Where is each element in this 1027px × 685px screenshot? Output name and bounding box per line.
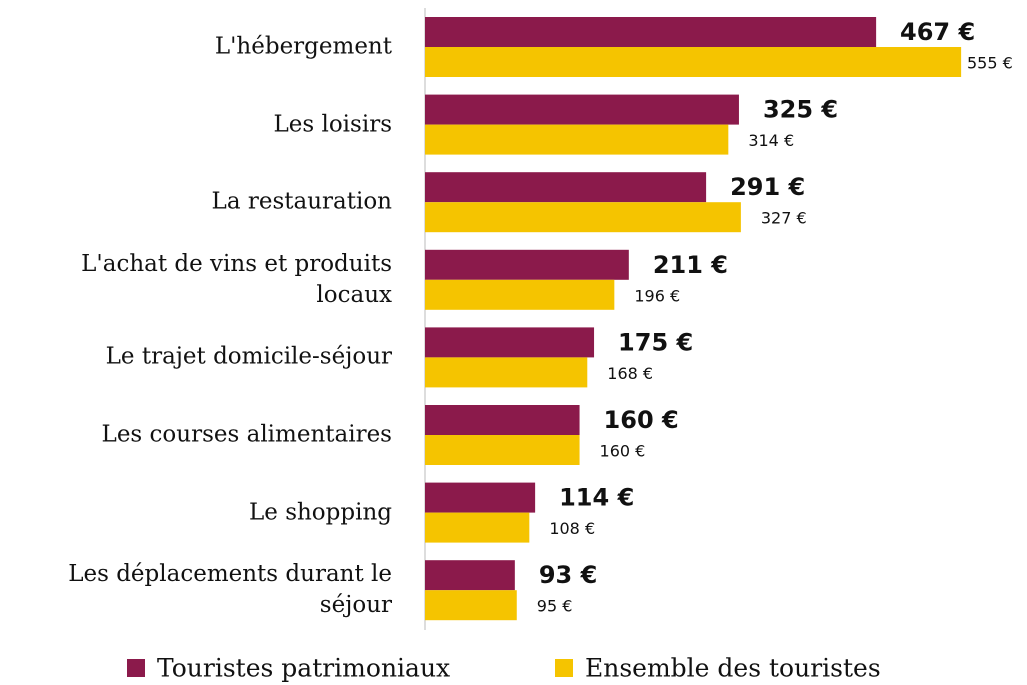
value-label: 196 € bbox=[634, 286, 680, 305]
legend-label: Touristes patrimoniaux bbox=[157, 653, 451, 683]
bar bbox=[425, 482, 536, 513]
category-label: Le trajet domicile-séjour bbox=[105, 343, 392, 370]
legend-label: Ensemble des touristes bbox=[585, 653, 881, 683]
value-label: 325 € bbox=[763, 96, 838, 124]
value-label: 95 € bbox=[537, 597, 573, 616]
value-label: 160 € bbox=[600, 442, 646, 461]
value-label: 93 € bbox=[539, 561, 597, 589]
bar bbox=[425, 94, 739, 125]
bar bbox=[425, 405, 580, 435]
bar bbox=[425, 279, 615, 310]
bar bbox=[425, 357, 588, 388]
value-label: 467 € bbox=[900, 18, 975, 46]
bar bbox=[425, 202, 741, 233]
bar bbox=[425, 249, 629, 280]
value-label: 211 € bbox=[653, 251, 728, 279]
category-label: La restauration bbox=[211, 188, 392, 215]
bar bbox=[425, 435, 580, 465]
value-label: 108 € bbox=[549, 519, 595, 538]
category-label: Le shopping bbox=[249, 499, 392, 526]
bar bbox=[425, 124, 729, 155]
value-label: 175 € bbox=[618, 328, 693, 356]
category-label: Les courses alimentaires bbox=[101, 421, 392, 448]
category-label: L'achat de vins et produits locaux bbox=[81, 250, 392, 308]
value-label: 168 € bbox=[607, 364, 653, 383]
value-label: 314 € bbox=[748, 131, 794, 150]
bar bbox=[425, 47, 962, 77]
value-label: 555 € bbox=[967, 54, 1013, 73]
category-label: Les déplacements durant le séjour bbox=[68, 561, 392, 619]
legend-swatch bbox=[555, 659, 573, 677]
category-label: Les loisirs bbox=[273, 111, 392, 138]
bar bbox=[425, 17, 877, 47]
bar bbox=[425, 512, 530, 543]
bar bbox=[425, 560, 515, 591]
bar bbox=[425, 172, 707, 203]
bar bbox=[425, 590, 517, 621]
legend-swatch bbox=[127, 659, 145, 677]
category-label: L'hébergement bbox=[214, 33, 392, 60]
value-label: 327 € bbox=[761, 209, 807, 228]
value-label: 291 € bbox=[730, 173, 805, 201]
bar bbox=[425, 327, 595, 358]
value-label: 160 € bbox=[604, 406, 679, 434]
value-label: 114 € bbox=[559, 484, 634, 512]
